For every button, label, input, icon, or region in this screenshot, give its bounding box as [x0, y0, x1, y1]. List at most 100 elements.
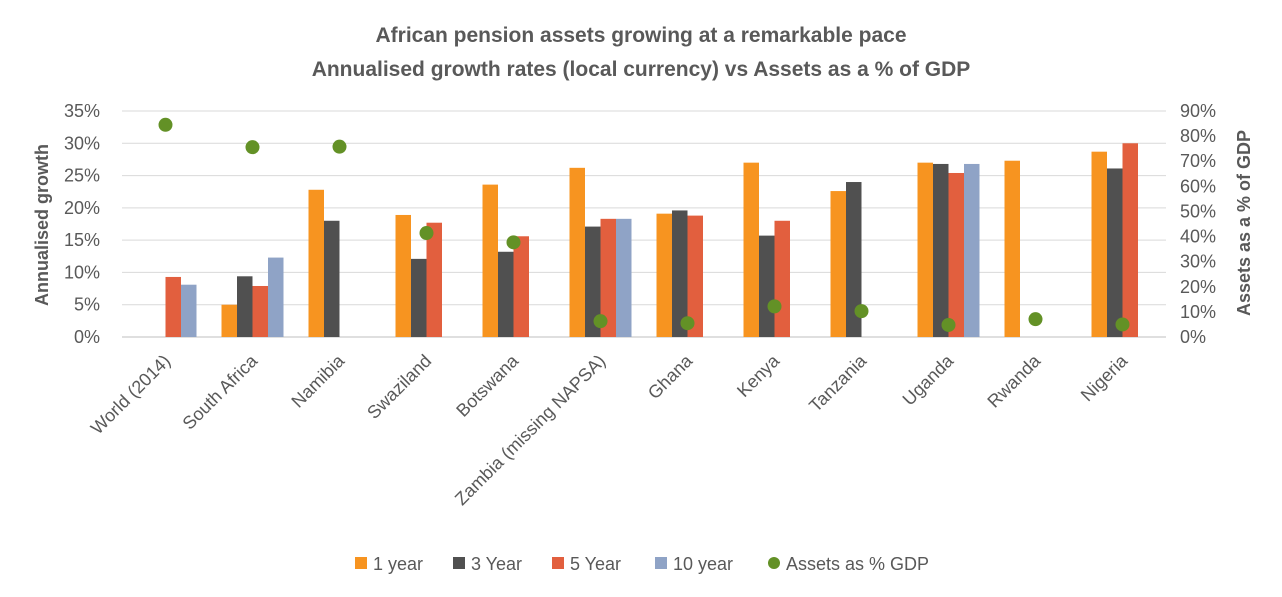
chart-title: African pension assets growing at a rema…: [375, 24, 906, 47]
bar: [308, 189, 324, 337]
y2-axis-title: Assets as a % of GDP: [1234, 130, 1254, 316]
bars: [165, 143, 1138, 337]
scatter-point: [680, 316, 695, 331]
bar: [1107, 168, 1123, 337]
bar: [268, 257, 284, 337]
y2-tick-label: 30%: [1180, 252, 1216, 272]
x-tick-label: Nigeria: [1077, 350, 1132, 405]
scatter-point: [245, 140, 260, 155]
y2-tick-label: 40%: [1180, 227, 1216, 247]
y-tick-label: 5%: [74, 295, 100, 315]
chart-subtitle: Annualised growth rates (local currency)…: [312, 58, 971, 81]
legend-item: 1 year: [355, 554, 423, 574]
gridlines: [122, 110, 1166, 338]
scatter-point: [767, 299, 782, 314]
legend-swatch: [552, 557, 564, 569]
legend-label: Assets as % GDP: [786, 554, 929, 574]
bar: [395, 214, 411, 337]
y2-tick-label: 50%: [1180, 201, 1216, 221]
bar: [252, 285, 268, 337]
y2-tick-label: 0%: [1180, 327, 1206, 347]
legend-label: 1 year: [373, 554, 423, 574]
bar: [948, 172, 964, 337]
bar: [846, 182, 862, 337]
y-tick-label: 15%: [64, 230, 100, 250]
bar: [426, 222, 442, 337]
bar: [1091, 151, 1107, 337]
scatter-points: [158, 117, 1130, 332]
x-tick-label: Tanzania: [805, 350, 871, 416]
bar: [221, 304, 237, 337]
x-tick-label: Uganda: [899, 350, 958, 409]
y-tick-label: 20%: [64, 198, 100, 218]
x-tick-label: Kenya: [733, 350, 784, 401]
scatter-point: [593, 314, 608, 329]
bar: [917, 162, 933, 337]
bar: [656, 213, 672, 337]
bar: [830, 191, 846, 337]
scatter-point: [941, 317, 956, 332]
bar: [759, 235, 775, 337]
y2-axis-ticks: 0% 10% 20% 30% 40% 50% 60% 70% 80% 90%: [1180, 101, 1216, 347]
x-tick-label: World (2014): [87, 351, 174, 438]
bar: [411, 258, 427, 337]
x-tick-label: South Africa: [179, 350, 262, 433]
y2-tick-label: 60%: [1180, 176, 1216, 196]
scatter-point: [506, 235, 521, 250]
bar: [743, 162, 759, 337]
bar: [933, 163, 949, 337]
y-tick-label: 30%: [64, 133, 100, 153]
legend-label: 3 Year: [471, 554, 522, 574]
bar: [513, 236, 529, 337]
x-tick-label: Namibia: [287, 350, 349, 412]
scatter-point: [419, 226, 434, 241]
bar: [181, 284, 197, 337]
scatter-point: [1115, 317, 1130, 332]
legend-label: 5 Year: [570, 554, 621, 574]
x-tick-label: Swaziland: [363, 351, 435, 423]
x-tick-label: Ghana: [644, 350, 697, 403]
legend-item: 10 year: [655, 554, 733, 574]
y-tick-label: 0%: [74, 327, 100, 347]
bar: [600, 218, 616, 337]
scatter-point: [854, 304, 869, 319]
bar: [569, 167, 585, 337]
bar: [165, 276, 181, 337]
bar: [1122, 143, 1138, 337]
y-tick-label: 25%: [64, 166, 100, 186]
y2-tick-label: 90%: [1180, 101, 1216, 121]
bar: [585, 226, 601, 337]
bar: [672, 210, 688, 337]
y2-tick-label: 10%: [1180, 302, 1216, 322]
bar: [774, 220, 790, 337]
bar: [482, 184, 498, 337]
legend-label: 10 year: [673, 554, 733, 574]
legend-swatch: [768, 557, 780, 569]
x-tick-label: Botswana: [452, 350, 523, 421]
y-axis-ticks: 0% 5% 10% 15% 20% 25% 30% 35%: [64, 101, 100, 347]
bar: [687, 215, 703, 337]
bar: [498, 251, 514, 337]
legend-item: Assets as % GDP: [768, 554, 929, 574]
bar: [237, 276, 253, 337]
legend-swatch: [655, 557, 667, 569]
y-axis-title: Annualised growth: [32, 144, 52, 306]
scatter-point: [332, 139, 347, 154]
y2-tick-label: 80%: [1180, 126, 1216, 146]
legend-swatch: [355, 557, 367, 569]
x-axis-ticks: World (2014) South Africa Namibia Swaziland…: [87, 350, 1132, 509]
bar: [1004, 160, 1020, 337]
bar: [616, 218, 632, 337]
x-tick-label: Zambia (missing NAPSA): [451, 351, 609, 509]
legend-item: 5 Year: [552, 554, 621, 574]
bar: [324, 220, 340, 337]
y2-tick-label: 70%: [1180, 151, 1216, 171]
legend-swatch: [453, 557, 465, 569]
scatter-point: [1028, 312, 1043, 327]
x-tick-label: Rwanda: [983, 350, 1045, 412]
bar: [964, 163, 980, 337]
y-tick-label: 35%: [64, 101, 100, 121]
legend-item: 3 Year: [453, 554, 522, 574]
